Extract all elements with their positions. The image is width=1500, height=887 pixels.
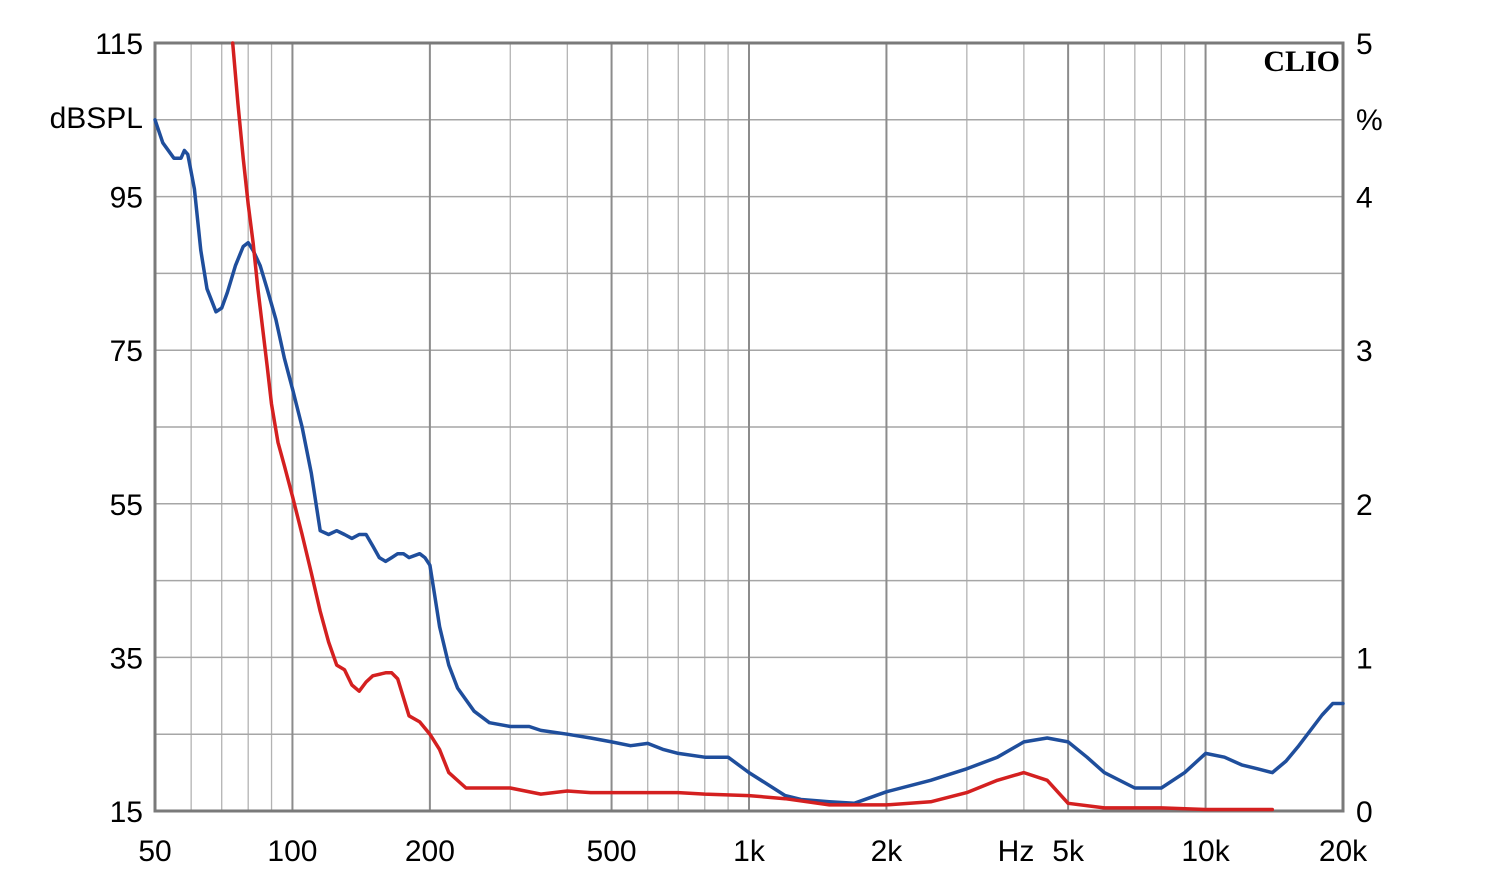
y-right-tick-label: 1 — [1356, 642, 1373, 675]
y-right-tick-label: 2 — [1356, 489, 1373, 522]
x-tick-label: 10k — [1181, 835, 1230, 868]
y-left-tick-label: 95 — [110, 182, 143, 215]
y-right-axis-label: % — [1356, 104, 1383, 137]
x-tick-label: 20k — [1319, 835, 1368, 868]
x-tick-label: 500 — [587, 835, 637, 868]
clio-logo: CLIO — [1263, 45, 1340, 78]
x-tick-label: 2k — [871, 835, 904, 868]
y-left-tick-label: 75 — [110, 335, 143, 368]
y-left-tick-label: 115 — [95, 28, 143, 61]
y-right-tick-labels: 0 1 2 3 4 5 — [1356, 28, 1373, 829]
y-right-tick-label: 3 — [1356, 335, 1373, 368]
x-tick-label: 200 — [405, 835, 455, 868]
y-left-tick-label: 35 — [110, 642, 143, 675]
y-right-tick-label: 5 — [1356, 28, 1373, 61]
x-tick-labels: 50 100 200 500 1k 2k 5k 10k 20k — [138, 835, 1368, 868]
plot-frame — [153, 41, 1345, 813]
x-tick-label: 50 — [138, 835, 171, 868]
major-grid — [291, 43, 1207, 811]
y-left-tick-label: 55 — [110, 489, 143, 522]
y-left-tick-label: 15 — [110, 796, 143, 829]
y-right-tick-label: 4 — [1356, 182, 1373, 215]
x-tick-label: 1k — [733, 835, 766, 868]
x-unit-label: Hz — [998, 835, 1035, 868]
distortion-percent-series — [230, 41, 1275, 812]
series-layer — [153, 41, 1345, 812]
y-right-tick-label: 0 — [1356, 796, 1373, 829]
y-left-tick-labels: 15 35 55 75 95 115 — [95, 28, 143, 829]
y-left-axis-label: dBSPL — [50, 102, 143, 135]
x-tick-label: 5k — [1052, 835, 1085, 868]
spl-level-series — [153, 118, 1345, 806]
x-tick-label: 100 — [267, 835, 317, 868]
